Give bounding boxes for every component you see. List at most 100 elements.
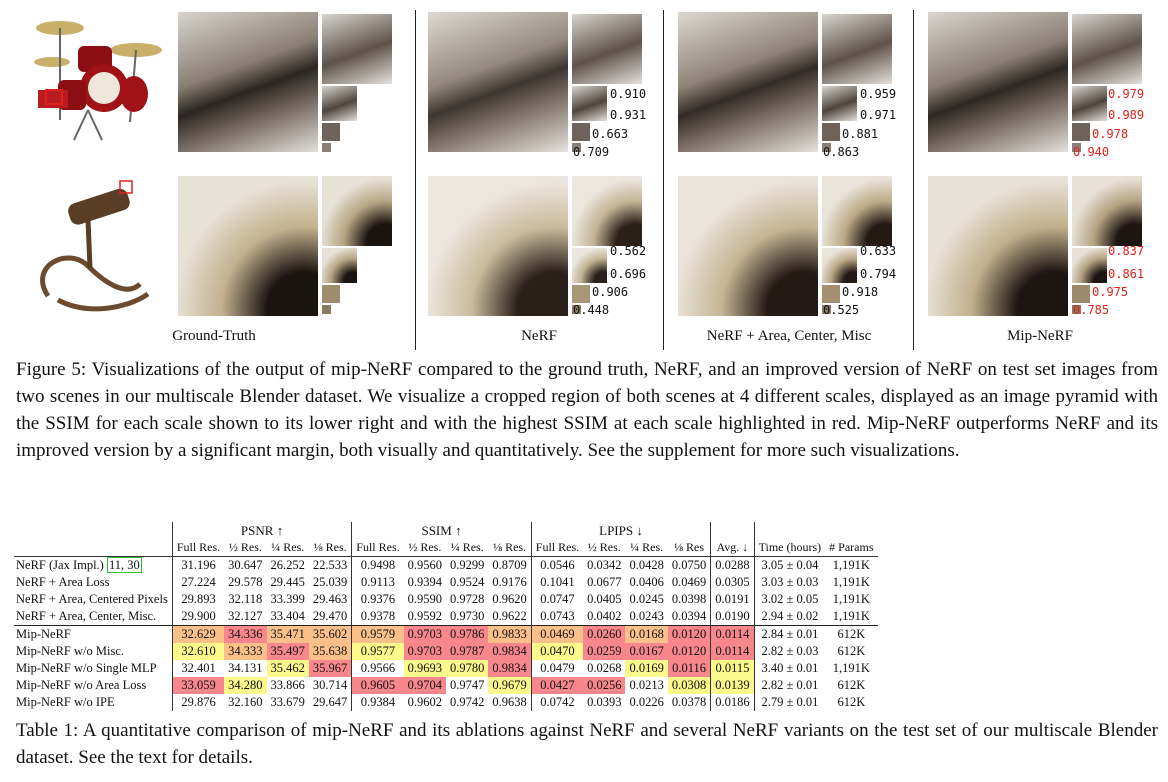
table-cell: 32.629	[171, 625, 225, 643]
nerf-improved-drums-pyramid-3	[822, 123, 840, 141]
table-cell: 0.9834	[488, 660, 532, 677]
table-cell: 1,191K	[832, 592, 870, 606]
table-cell: 0.9638	[492, 695, 527, 709]
table-cell: 0.9747	[450, 678, 485, 692]
table-row: NeRF + Area Loss 27.224 29.578 29.445 25.039…	[14, 574, 878, 591]
table-group-header-row: PSNR ↑ SSIM ↑ LPIPS ↓	[14, 522, 878, 539]
group-psnr: PSNR ↑	[171, 522, 352, 539]
table-cell: 2.82 ± 0.01	[753, 677, 826, 694]
table-cell: 0.9577	[351, 643, 404, 660]
table-cell: 2.94 ± 0.02	[753, 608, 826, 626]
ssim-value-best: 0.975	[1092, 285, 1129, 299]
citation-link[interactable]: 11, 30	[106, 557, 142, 573]
table-cell: 0.9622	[492, 609, 527, 623]
table-cell: 0.9176	[492, 575, 527, 589]
table-cell: 34.333	[224, 643, 267, 660]
group-ssim: SSIM ↑	[351, 522, 532, 539]
table-cell: 33.866	[270, 678, 305, 692]
table-body: NeRF (Jax Impl.) 11, 30 31.196 30.647 26.25…	[14, 556, 878, 711]
gt-mic-crop	[178, 176, 318, 316]
table-cell: 34.280	[224, 677, 267, 694]
table-cell: 32.401	[171, 660, 225, 677]
nerf-improved-drums-pyramid-4	[822, 143, 831, 152]
nerf-improved-mic-pyramid-2	[822, 248, 857, 283]
table-cell: 32.610	[171, 643, 225, 660]
nerf-mic-pyramid-2	[572, 248, 607, 283]
table-cell: 1,191K	[832, 575, 870, 589]
table-cell: 0.9787	[446, 643, 489, 660]
row-label: Mip-NeRF w/o Single MLP	[16, 661, 157, 675]
table-cell: 0.0260	[583, 625, 626, 643]
nerf-mic-pyramid-1	[572, 176, 642, 246]
table-cell: 30.647	[224, 556, 267, 574]
table-caption: Table 1: A quantitative comparison of mi…	[16, 720, 1158, 768]
table-cell: 0.9704	[403, 677, 447, 694]
table-cell: 27.224	[171, 574, 225, 591]
table-cell: 0.0750	[667, 556, 711, 574]
table-cell: 0.9693	[403, 660, 447, 677]
table-cell: 30.714	[312, 678, 348, 692]
table-subheader-row: Full Res. ½ Res. ¼ Res. ⅛ Res. Full Res.…	[14, 539, 878, 557]
ssim-value: 0.794	[860, 267, 897, 281]
table-cell: 0.0405	[587, 592, 622, 606]
table-cell: 0.9592	[407, 609, 443, 623]
table-cell: 0.0742	[530, 694, 584, 711]
table-cell: 0.9376	[351, 591, 404, 608]
table-row: NeRF + Area, Centered Pixels 29.893 32.118…	[14, 591, 878, 608]
ssim-value-best: 0.837	[1108, 244, 1145, 258]
table-cell: 0.0167	[625, 643, 668, 660]
table-cell: 35.602	[308, 625, 352, 643]
table-cell: 33.059	[171, 677, 225, 694]
nerf-improved-mic-pyramid-1	[822, 176, 892, 246]
nerf-drums-pyramid-2	[572, 86, 607, 121]
table-cell: 32.118	[228, 592, 263, 606]
table-cell: 0.0546	[530, 556, 584, 574]
table-cell: 1,191K	[832, 609, 870, 623]
table-cell: 0.0747	[530, 591, 584, 608]
table-cell: 0.0402	[587, 609, 622, 623]
table-cell: 22.533	[308, 556, 352, 574]
table-cell: 0.0268	[587, 661, 622, 675]
table-cell: 33.399	[270, 592, 305, 606]
table-cell: 0.0120	[667, 643, 711, 660]
table-cell: 0.0115	[710, 660, 755, 677]
table-cell: 0.0394	[671, 609, 707, 623]
table-cell: 3.05 ± 0.04	[753, 556, 826, 574]
ssim-value: 0.881	[842, 127, 879, 141]
gt-mic-pyramid-4	[322, 305, 331, 314]
table-cell: 0.9730	[450, 609, 485, 623]
table-cell: 0.8709	[488, 556, 532, 574]
ssim-value: 0.663	[592, 127, 629, 141]
table-cell: 0.9579	[351, 625, 404, 643]
ssim-value-best: 0.978	[1092, 127, 1129, 141]
panel-divider	[663, 10, 664, 350]
table-cell: 35.462	[266, 660, 309, 677]
table-cell: 0.0139	[710, 677, 755, 694]
col-header: Full Res.	[351, 539, 404, 557]
nerf-improved-mic-pyramid-4	[822, 305, 831, 314]
mipnerf-drums-pyramid-1	[1072, 14, 1142, 84]
table-cell: 33.679	[270, 695, 305, 709]
gt-mic-pyramid-3	[322, 285, 340, 303]
panel-label-mipnerf: Mip-NeRF	[1007, 328, 1073, 344]
ssim-value-best: 0.940	[1073, 145, 1110, 159]
table-cell: 29.893	[171, 591, 225, 608]
ssim-value: 0.931	[610, 108, 647, 122]
table-cell: 29.445	[270, 575, 305, 589]
ssim-value: 0.525	[823, 303, 860, 317]
ssim-value: 0.959	[860, 87, 897, 101]
ssim-value: 0.709	[573, 145, 610, 159]
table-cell: 0.0469	[671, 575, 707, 589]
table-cell: 35.638	[308, 643, 352, 660]
col-header: Full Res.	[530, 539, 584, 557]
table-cell: 0.9384	[351, 694, 404, 711]
table-cell: 0.0213	[629, 678, 664, 692]
table-cell: 34.131	[228, 661, 263, 675]
ssim-value: 0.562	[610, 244, 647, 258]
row-label: NeRF + Area, Centered Pixels	[16, 592, 168, 606]
table-cell: 33.404	[270, 609, 305, 623]
table-cell: 0.0116	[667, 660, 711, 677]
row-label: NeRF + Area Loss	[16, 575, 110, 589]
table-cell: 0.9742	[450, 695, 485, 709]
nerf-improved-drums-crop	[678, 12, 818, 152]
